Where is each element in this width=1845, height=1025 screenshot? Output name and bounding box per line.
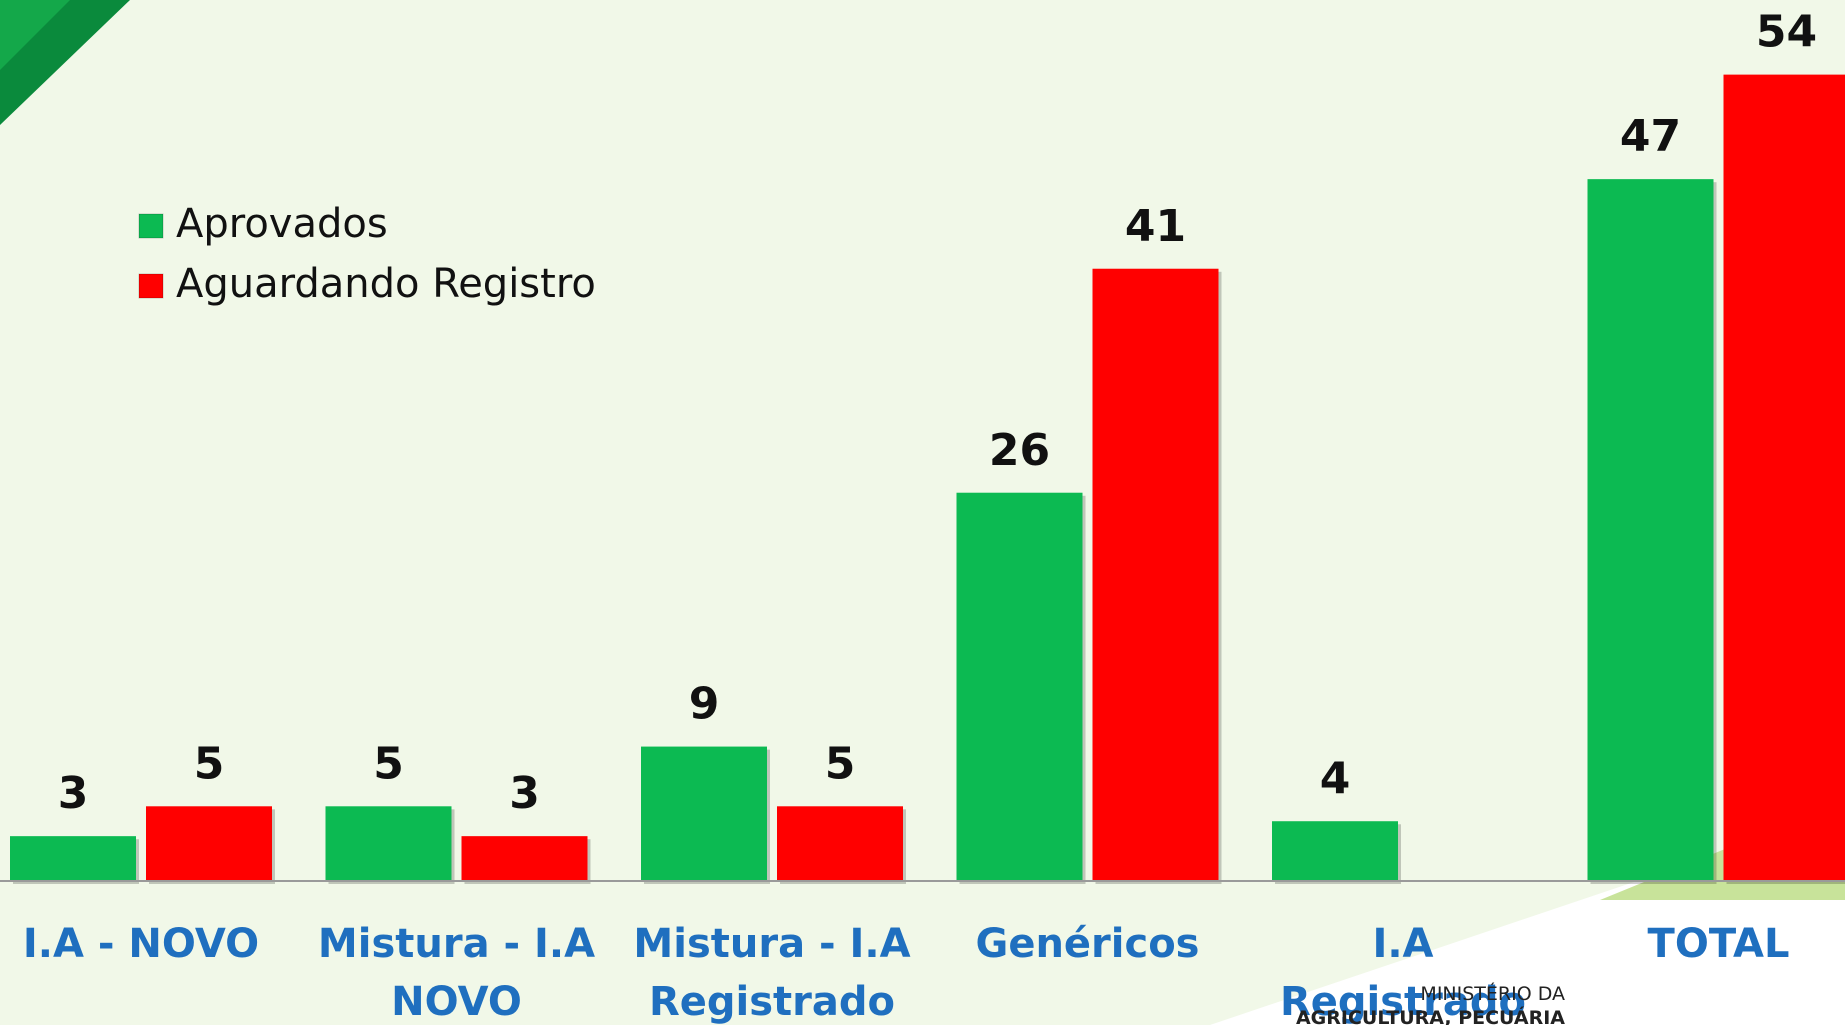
corner-decoration [0,0,70,70]
x-tick-label: Mistura - I.A Registrado [633,921,911,1025]
value-label: 5 [194,738,225,789]
legend-label: Aprovados [176,201,388,247]
bar-shine [1272,821,1398,881]
bar-shine [777,806,903,881]
value-label: 5 [373,738,404,789]
bar-shine [10,836,136,881]
x-tick-label: Mistura - I.A NOVO [317,921,596,1025]
logo-text: AGRICULTURA, PECUÁRIA [1295,1007,1565,1025]
value-label: 41 [1125,201,1186,252]
bar-shine [1587,179,1714,881]
bar-shine [1723,74,1845,882]
legend-swatch [138,213,164,239]
x-tick-label: TOTAL [1647,921,1790,967]
bar-shine [325,806,452,881]
value-label: 4 [1320,753,1351,804]
x-tick-label: I.A Registrado [1279,921,1527,1025]
value-label: 54 [1756,7,1817,58]
legend-swatch [138,273,164,299]
bar-shine [641,746,767,881]
x-tick-label: I.A - NOVO [22,921,260,967]
bar-shine [1092,268,1219,881]
x-tick-label: Genéricos [975,921,1200,967]
value-label: 9 [689,679,720,730]
value-label: 3 [58,768,89,819]
logo-backdrop [1210,880,1845,1025]
bar-shine [461,836,588,881]
bar-shine [146,806,272,881]
value-label: 47 [1620,111,1681,162]
value-label: 5 [825,738,856,789]
value-label: 3 [509,768,540,819]
logo-text: MINISTÉRIO DA [1420,983,1565,1005]
legend-label: Aguardando Registro [176,261,596,307]
bar-shine [956,492,1083,881]
value-label: 26 [989,425,1050,476]
